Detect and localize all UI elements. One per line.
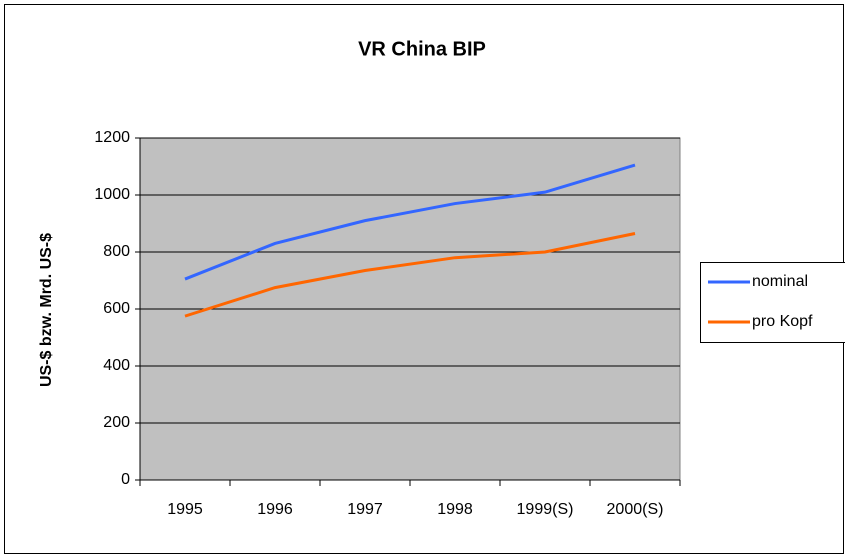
x-tick-label: 1998 <box>437 501 473 518</box>
x-tick-label: 1996 <box>257 501 293 518</box>
x-tick-label: 1997 <box>347 501 383 518</box>
data-line <box>184 163 636 281</box>
y-tick-label: 800 <box>103 243 130 260</box>
y-axis-label: US-$ bzw. Mrd. US-$ <box>38 233 55 387</box>
y-tick-label: 1000 <box>94 186 130 203</box>
y-tick-label: 600 <box>103 300 130 317</box>
legend-label: pro Kopf <box>752 313 813 330</box>
x-tick-label: 1999(S) <box>517 501 574 518</box>
x-tick-label: 1995 <box>167 501 203 518</box>
y-tick-label: 0 <box>121 471 130 488</box>
chart-title: VR China BIP <box>358 38 486 60</box>
y-tick-label: 200 <box>103 414 130 431</box>
legend-label: nominal <box>752 273 808 290</box>
y-tick-label: 1200 <box>94 129 130 146</box>
y-tick-label: 400 <box>103 357 130 374</box>
data-line <box>184 232 636 318</box>
x-tick-label: 2000(S) <box>607 501 664 518</box>
legend-box <box>700 262 845 343</box>
